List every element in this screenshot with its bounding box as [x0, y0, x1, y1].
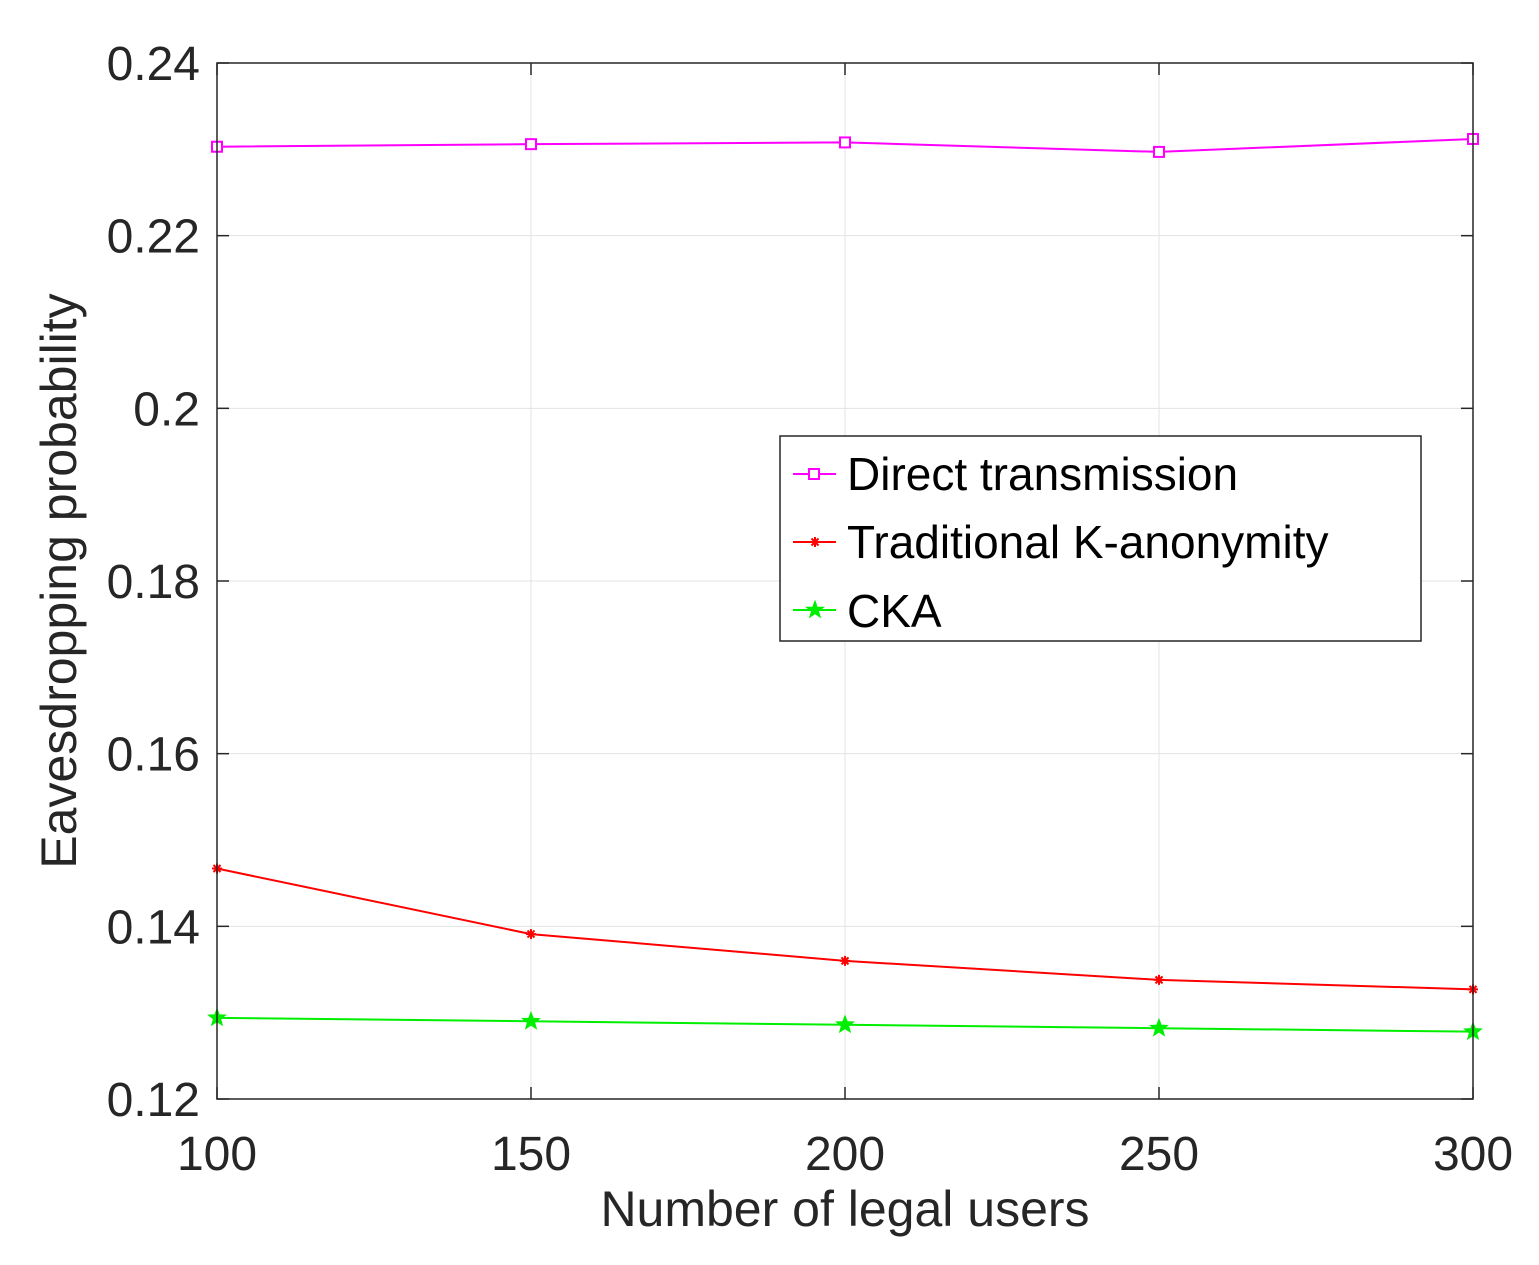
y-tick-label: 0.24	[107, 38, 200, 91]
data-point	[1153, 145, 1165, 158]
y-tick-label: 0.16	[107, 729, 200, 782]
legend-label-cka: CKA	[847, 585, 942, 637]
y-tick-label: 0.2	[133, 383, 200, 436]
y-tick-label: 0.14	[107, 901, 200, 954]
x-axis-title: Number of legal users	[600, 1181, 1089, 1237]
legend-marker-direct-transmission	[808, 468, 820, 480]
legend: Direct transmission Traditional K-anonym…	[779, 435, 1422, 642]
x-tick-label: 250	[1119, 1128, 1199, 1181]
data-point	[1149, 1017, 1169, 1037]
ticks	[216, 62, 1474, 1100]
data-point	[526, 929, 536, 940]
data-point	[1154, 974, 1164, 985]
legend-marker-cka	[804, 599, 826, 619]
data-point	[840, 955, 850, 966]
legend-box	[779, 435, 1422, 642]
y-tick-label: 0.22	[107, 211, 200, 264]
data-point	[525, 138, 537, 151]
x-tick-label: 300	[1433, 1128, 1513, 1181]
data-point	[521, 1010, 541, 1030]
series-group	[207, 132, 1483, 1041]
y-axis-title: Eavesdropping probability	[31, 293, 87, 868]
y-tick-label: 0.12	[107, 1074, 200, 1127]
data-point	[839, 136, 851, 149]
y-tick-label: 0.18	[107, 556, 200, 609]
x-tick-label: 200	[805, 1128, 885, 1181]
data-point	[835, 1014, 855, 1034]
legend-marker-traditional-k-anonymity	[810, 537, 820, 547]
x-tick-label: 150	[491, 1128, 571, 1181]
legend-label-traditional-k-anonymity: Traditional K-anonymity	[847, 516, 1329, 568]
legend-label-direct-transmission: Direct transmission	[847, 448, 1238, 500]
tick-labels: 100 150 200 250 300 0.12 0.14 0.16 0.18 0.2 0.22 0.…	[107, 38, 1513, 1181]
x-tick-label: 100	[177, 1128, 257, 1181]
